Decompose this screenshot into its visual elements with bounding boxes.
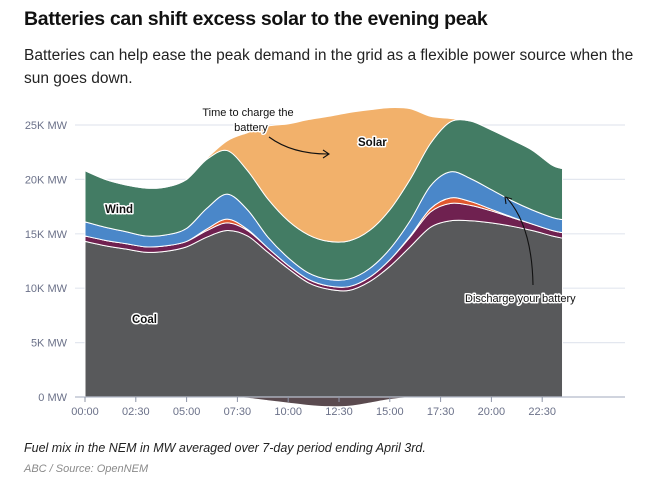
annotation-charge-line1: Time to charge the — [202, 107, 293, 119]
x-tick-label: 00:00 — [71, 406, 99, 418]
arrowhead-icon — [322, 149, 330, 159]
x-tick-label: 15:00 — [376, 406, 404, 418]
y-tick-label: 10K MW — [25, 283, 68, 295]
chart-source: ABC / Source: OpenNEM — [24, 463, 149, 475]
annotation-discharge: Discharge your battery — [465, 293, 576, 305]
chart-title: Batteries can shift excess solar to the … — [24, 8, 488, 30]
x-tick-label: 10:00 — [274, 406, 302, 418]
annotations: Time to charge the battery Discharge your … — [201, 106, 578, 307]
y-tick-label: 20K MW — [25, 174, 68, 186]
series-label-wind: Wind — [105, 204, 133, 216]
y-tick-label: 0 MW — [38, 392, 67, 404]
series-label-coal: Coal — [132, 314, 157, 326]
series-labels: Wind Solar Coal — [104, 136, 389, 328]
x-tick-label: 05:00 — [173, 406, 201, 418]
x-tick-label: 02:30 — [122, 406, 150, 418]
stacked-areas — [84, 106, 564, 408]
series-label-solar: Solar — [358, 137, 387, 149]
x-tick-label: 17:30 — [427, 406, 455, 418]
area-solar — [84, 106, 564, 243]
x-tick-label: 20:00 — [478, 406, 506, 418]
annotation-charge-line2: battery — [234, 122, 268, 134]
annotation-discharge-arrow — [505, 196, 534, 286]
axes: 0 MW 5K MW 10K MW 15K MW 20K MW 25K MW 00:00 02… — [25, 120, 625, 418]
fuel-mix-chart: 0 MW 5K MW 10K MW 15K MW 20K MW 25K MW 00:00 02… — [25, 106, 625, 418]
annotation-charge-arrow — [268, 136, 329, 155]
x-tick-label: 07:30 — [224, 406, 252, 418]
x-tick-label: 12:30 — [325, 406, 353, 418]
y-tick-label: 15K MW — [25, 229, 68, 241]
chart-caption: Fuel mix in the NEM in MW averaged over … — [24, 441, 426, 455]
x-tick-label: 22:30 — [528, 406, 556, 418]
y-tick-label: 5K MW — [31, 338, 68, 350]
y-tick-label: 25K MW — [25, 120, 68, 132]
chart-subtitle: Batteries can help ease the peak demand … — [24, 47, 634, 87]
arrowhead-icon — [504, 196, 513, 205]
